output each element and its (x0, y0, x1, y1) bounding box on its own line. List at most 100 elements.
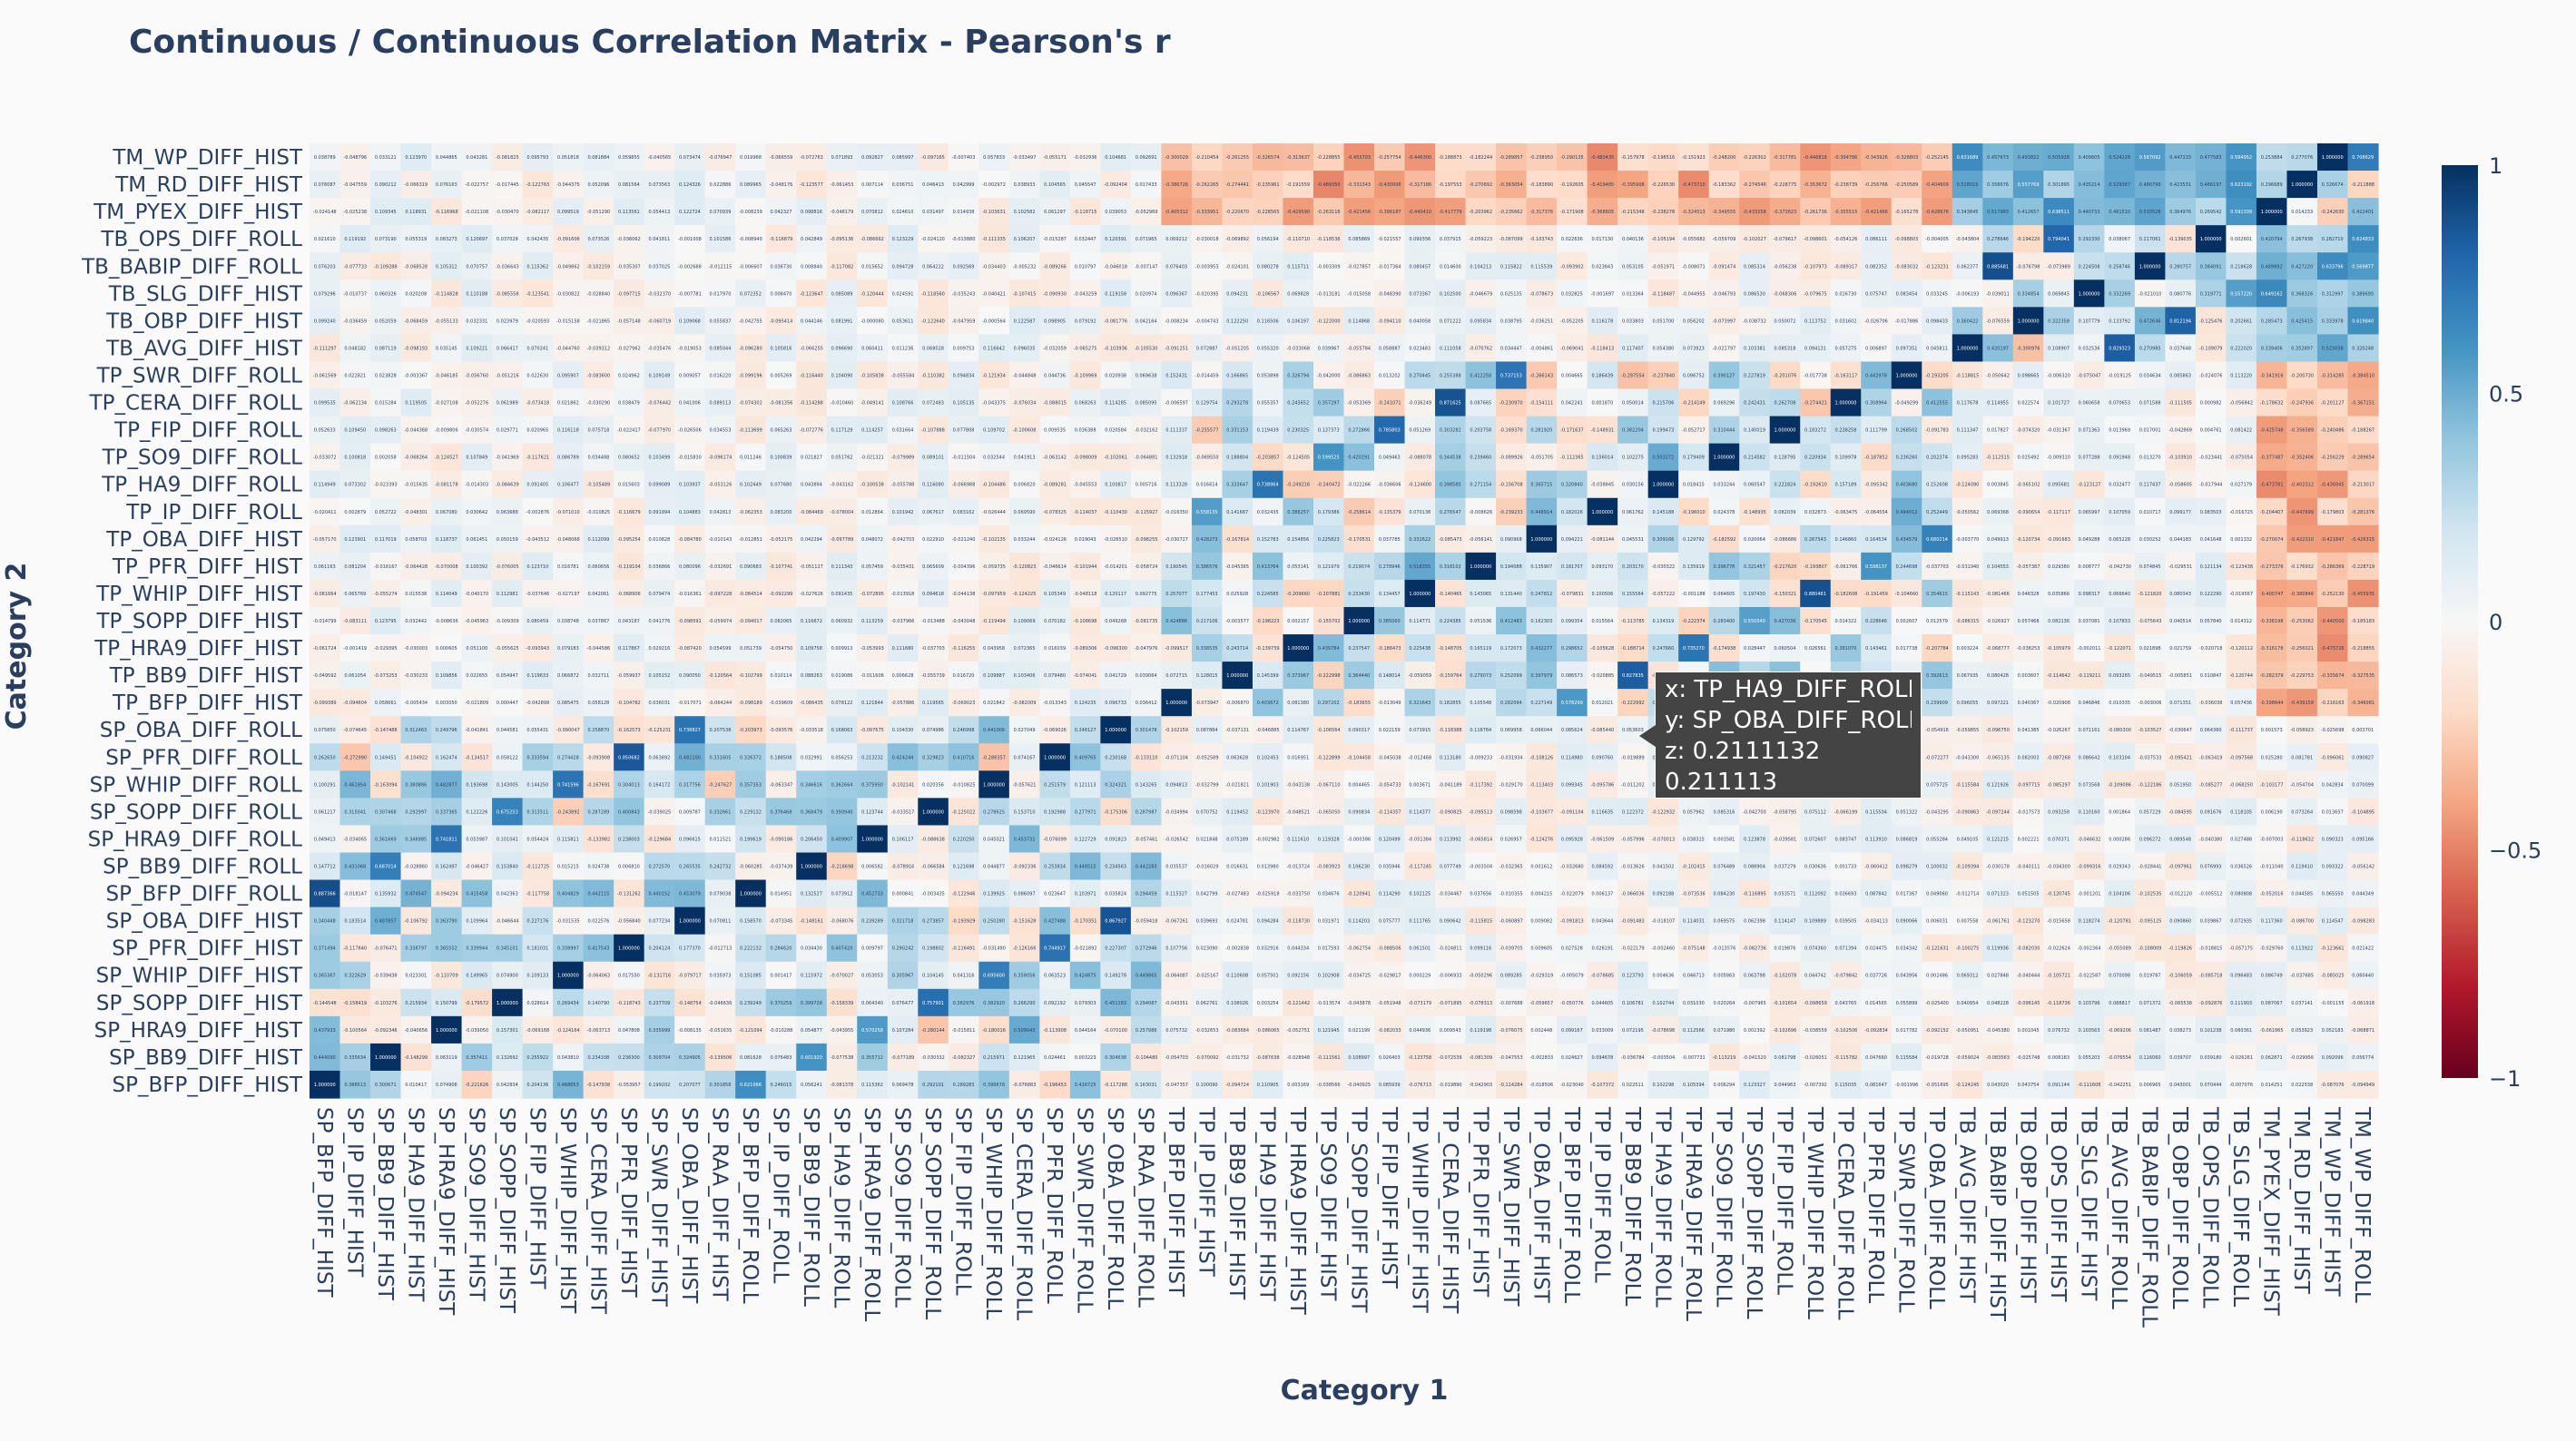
heatmap-cell[interactable] (1800, 198, 1832, 226)
heatmap-cell[interactable] (1343, 198, 1375, 226)
heatmap-cell[interactable] (796, 171, 828, 199)
heatmap-cell[interactable] (1100, 143, 1132, 172)
heatmap-cell[interactable] (2134, 171, 2166, 199)
heatmap-cell[interactable] (1557, 171, 1588, 199)
heatmap-cell[interactable] (1435, 198, 1467, 226)
heatmap-cell[interactable] (2043, 143, 2075, 172)
heatmap-cell[interactable] (310, 143, 341, 172)
heatmap-cell[interactable] (431, 225, 463, 253)
heatmap-cell[interactable] (735, 143, 767, 172)
heatmap-cell[interactable] (887, 171, 919, 199)
heatmap-cell[interactable] (1343, 143, 1375, 172)
heatmap-cell[interactable] (1496, 198, 1528, 226)
heatmap-cell[interactable] (1557, 198, 1588, 226)
heatmap-cell[interactable] (1891, 143, 1922, 172)
heatmap-cell[interactable] (2043, 171, 2075, 199)
heatmap-cell[interactable] (2195, 225, 2227, 253)
heatmap-cell[interactable] (1678, 198, 1710, 226)
heatmap-cell[interactable] (1313, 198, 1345, 226)
heatmap-cell[interactable] (492, 225, 524, 253)
heatmap-cell[interactable] (2316, 225, 2349, 253)
heatmap-cell[interactable] (1587, 225, 1618, 253)
heatmap-cell[interactable] (1800, 171, 1832, 199)
heatmap-cell[interactable] (522, 225, 554, 253)
heatmap-cell[interactable] (1283, 171, 1314, 199)
heatmap-cell[interactable] (310, 225, 341, 253)
heatmap-cell[interactable] (826, 171, 858, 199)
heatmap-cell[interactable] (1587, 198, 1618, 226)
heatmap-cell[interactable] (1100, 171, 1132, 199)
heatmap-cell[interactable] (614, 171, 645, 199)
heatmap-cell[interactable] (431, 198, 463, 226)
heatmap-cell[interactable] (2316, 143, 2349, 172)
heatmap-cell[interactable] (2226, 198, 2257, 226)
heatmap-cell[interactable] (1800, 225, 1832, 253)
heatmap-cell[interactable] (1769, 171, 1801, 199)
heatmap-cell[interactable] (1252, 143, 1284, 172)
heatmap-cell[interactable] (674, 171, 706, 199)
heatmap-cell[interactable] (2104, 143, 2136, 172)
heatmap-cell[interactable] (553, 143, 585, 172)
heatmap-cell[interactable] (704, 171, 736, 199)
heatmap-cell[interactable] (918, 143, 949, 172)
heatmap-cell[interactable] (431, 143, 463, 172)
heatmap-cell[interactable] (1435, 143, 1467, 172)
heatmap-cell[interactable] (1617, 198, 1649, 226)
heatmap-cell[interactable] (918, 171, 949, 199)
heatmap-cell[interactable] (1496, 143, 1528, 172)
heatmap-cell[interactable] (1222, 143, 1254, 172)
heatmap-cell[interactable] (400, 198, 432, 226)
heatmap-cell[interactable] (461, 143, 493, 172)
heatmap-cell[interactable] (796, 225, 828, 253)
heatmap-cell[interactable] (339, 198, 371, 226)
heatmap-cell[interactable] (1252, 171, 1284, 199)
heatmap-cell[interactable] (614, 143, 645, 172)
heatmap-cell[interactable] (1708, 225, 1740, 253)
heatmap-cell[interactable] (614, 198, 645, 226)
heatmap-cell[interactable] (826, 143, 858, 172)
heatmap-cell[interactable] (918, 225, 949, 253)
heatmap-cell[interactable] (339, 143, 371, 172)
heatmap-cell[interactable] (1008, 171, 1040, 199)
heatmap-cell[interactable] (1283, 198, 1314, 226)
heatmap-cell[interactable] (1130, 198, 1163, 226)
heatmap-cell[interactable] (1739, 143, 1771, 172)
heatmap-cell[interactable] (1283, 225, 1314, 253)
heatmap-cell[interactable] (553, 171, 585, 199)
heatmap-cell[interactable] (2316, 171, 2349, 199)
heatmap-cell[interactable] (2226, 143, 2257, 172)
heatmap-cell[interactable] (553, 198, 585, 226)
heatmap-cell[interactable] (339, 252, 371, 280)
heatmap-cell[interactable] (1526, 143, 1558, 172)
heatmap-cells[interactable]: 0.038789 -0.048796 0.033121 0.123970 0.04486… (310, 143, 2379, 1099)
heatmap-cell[interactable] (887, 225, 919, 253)
heatmap-cell[interactable] (339, 225, 371, 253)
heatmap-cell[interactable] (1039, 143, 1071, 172)
heatmap-cell[interactable] (1982, 143, 2014, 172)
heatmap-cell[interactable] (583, 143, 615, 172)
heatmap-cell[interactable] (2286, 171, 2318, 199)
heatmap-cell[interactable] (1769, 143, 1801, 172)
heatmap-cell[interactable] (2134, 225, 2166, 253)
heatmap-cell[interactable] (2073, 171, 2105, 199)
heatmap-cell[interactable] (2012, 198, 2044, 226)
heatmap-cell[interactable] (522, 171, 554, 199)
heatmap-cell[interactable] (461, 171, 493, 199)
heatmap-cell[interactable] (644, 143, 675, 172)
heatmap-cell[interactable] (1313, 171, 1345, 199)
heatmap-cell[interactable] (2073, 225, 2105, 253)
heatmap-cell[interactable] (1739, 198, 1771, 226)
heatmap-cell[interactable] (1678, 143, 1710, 172)
heatmap-cell[interactable] (583, 225, 615, 253)
heatmap-cell[interactable] (1130, 225, 1163, 253)
heatmap-cell[interactable] (1708, 198, 1740, 226)
heatmap-cell[interactable] (2256, 225, 2288, 253)
heatmap-cell[interactable] (1647, 198, 1679, 226)
heatmap-cell[interactable] (400, 171, 432, 199)
heatmap-cell[interactable] (1739, 225, 1771, 253)
heatmap-cell[interactable] (583, 198, 615, 226)
heatmap-cell[interactable] (2256, 198, 2288, 226)
heatmap-cell[interactable] (339, 171, 371, 199)
heatmap-cell[interactable] (796, 198, 828, 226)
heatmap-cell[interactable] (1647, 171, 1679, 199)
